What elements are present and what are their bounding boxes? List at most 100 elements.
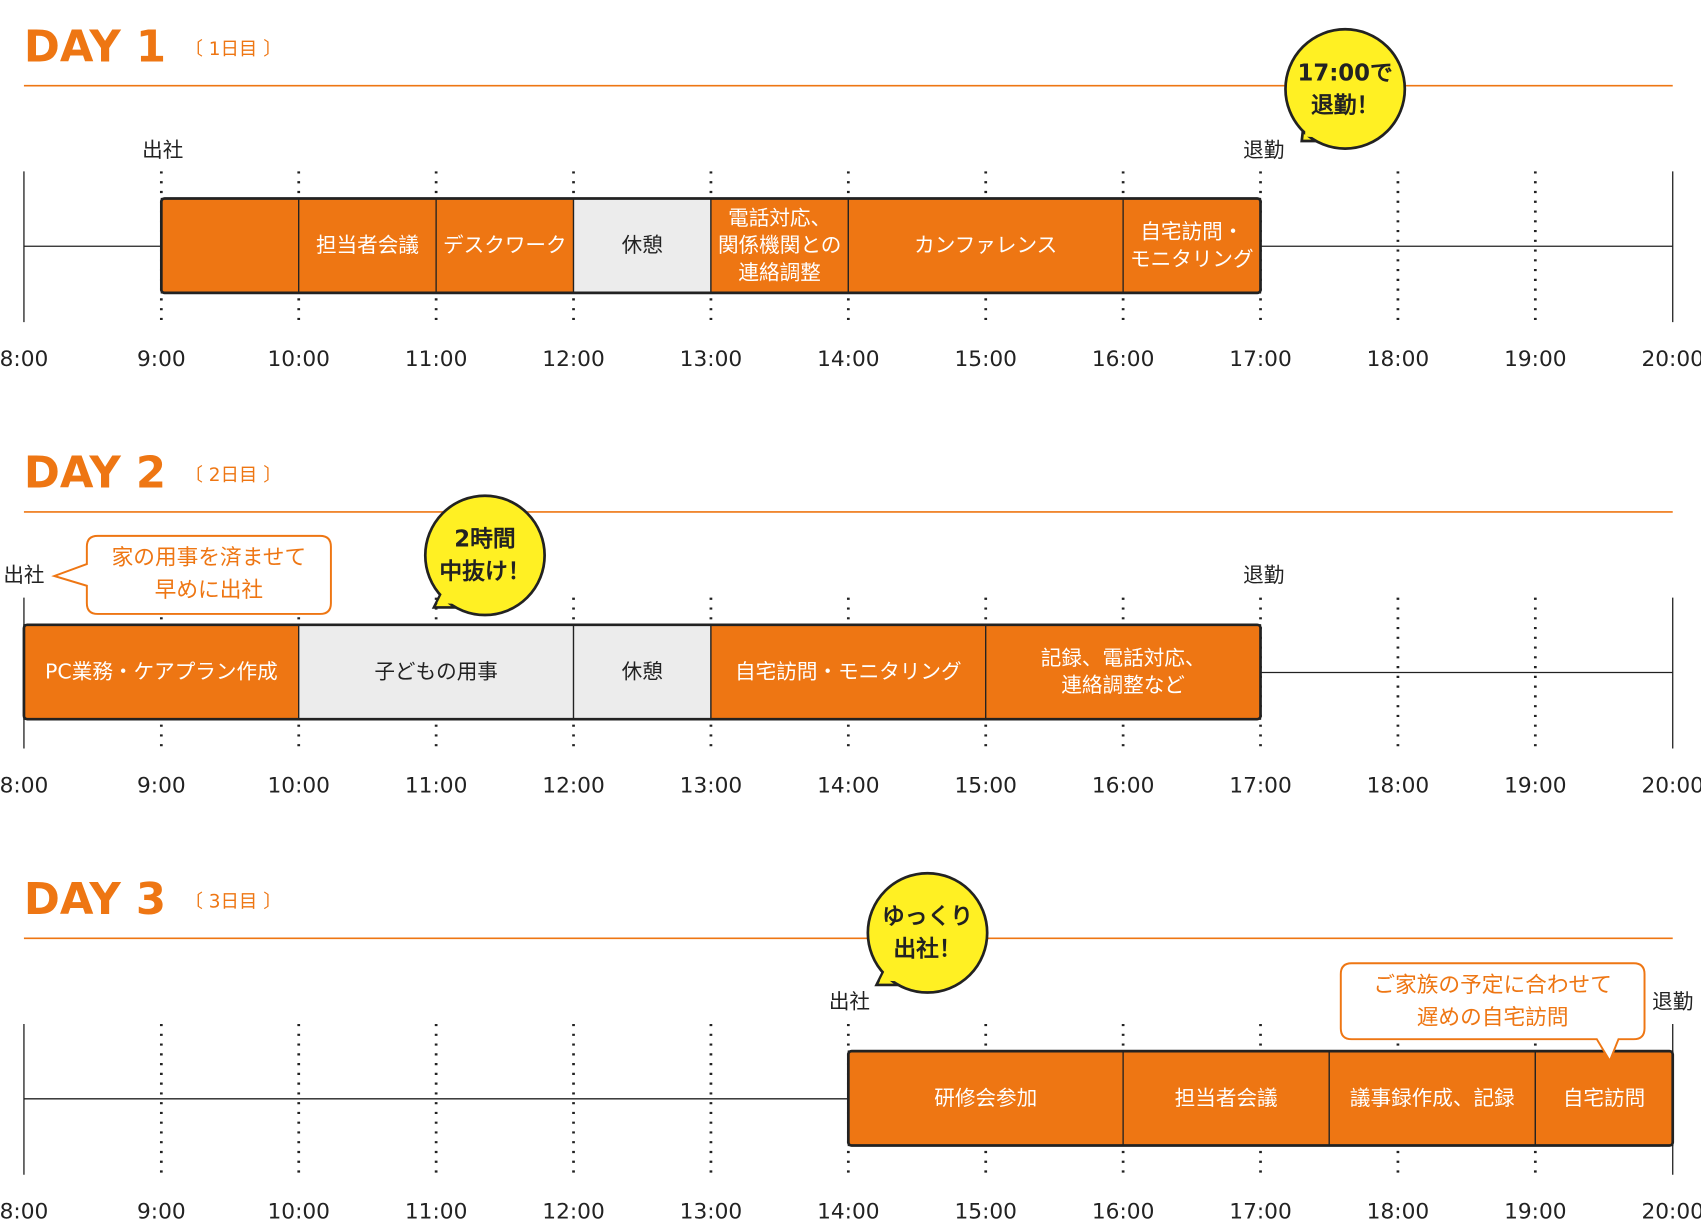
schedule-block	[985, 624, 1262, 720]
day-subtitle: 〔 3日目 〕	[184, 891, 281, 912]
bubble-text: 2時間	[454, 527, 515, 553]
block-label: デスクワーク	[443, 233, 567, 257]
time-label: 18:00	[1367, 773, 1430, 798]
time-label: 18:00	[1367, 1200, 1430, 1225]
block-label: 記録、電話対応、	[1041, 646, 1206, 670]
time-label: 14:00	[817, 347, 880, 372]
bubble-tail-fill	[437, 585, 468, 605]
bubble-tail-fill	[1305, 119, 1328, 138]
time-label: 9:00	[137, 1200, 186, 1225]
time-label: 15:00	[954, 347, 1017, 372]
time-label: 14:00	[817, 1200, 880, 1225]
leave-label: 退勤	[1243, 138, 1284, 162]
time-label: 12:00	[542, 1200, 605, 1225]
time-label: 10:00	[267, 773, 330, 798]
time-label: 13:00	[680, 773, 743, 798]
block-label: 子どもの用事	[374, 660, 498, 684]
block-label: 議事録作成、記録	[1350, 1086, 1515, 1110]
time-label: 12:00	[542, 347, 605, 372]
time-label: 9:00	[137, 347, 186, 372]
schedule-block	[847, 197, 1124, 294]
callout-text: 早めに出社	[155, 578, 263, 603]
schedule-block	[1328, 1050, 1536, 1147]
schedule-block	[298, 197, 437, 294]
block-label: 研修会参加	[934, 1086, 1037, 1110]
time-label: 19:00	[1504, 347, 1567, 372]
arrive-label: 出社	[142, 138, 183, 162]
time-label: 19:00	[1504, 773, 1567, 798]
block-label: 連絡調整	[738, 260, 820, 284]
block-outline	[159, 197, 1262, 295]
leave-label: 退勤	[1243, 563, 1284, 587]
time-label: 8:00	[0, 773, 48, 798]
time-label: 16:00	[1092, 1200, 1155, 1225]
time-label: 11:00	[405, 773, 468, 798]
time-label: 8:00	[0, 347, 48, 372]
time-label: 10:00	[267, 347, 330, 372]
schedule-block	[1122, 197, 1262, 294]
time-label: 10:00	[267, 1200, 330, 1225]
time-label: 20:00	[1641, 1200, 1701, 1225]
block-label: 担当者会議	[316, 233, 419, 257]
schedule-block	[160, 197, 300, 294]
bubble-text: 退勤！	[1311, 93, 1379, 119]
bubble-text: ゆっくり	[882, 904, 973, 930]
bubble-text: 出社！	[893, 936, 961, 963]
leave-label: 退勤	[1652, 989, 1693, 1013]
day-title: DAY 2	[24, 449, 166, 499]
schedule-block	[572, 197, 712, 294]
day-subtitle: 〔 1日目 〕	[184, 39, 281, 60]
time-label: 13:00	[680, 1200, 743, 1225]
bubble-tail-fill	[879, 963, 911, 982]
arrive-label: 出社	[829, 989, 870, 1013]
day-subtitle: 〔 2日目 〕	[184, 465, 281, 486]
block-label: モニタリング	[1130, 247, 1254, 271]
bubble	[866, 871, 989, 994]
time-label: 17:00	[1229, 773, 1292, 798]
block-label: 自宅訪問・	[1140, 220, 1243, 244]
schedule-block	[298, 624, 575, 720]
day-title: DAY 3	[24, 875, 166, 925]
time-label: 12:00	[542, 773, 605, 798]
block-outline	[846, 1049, 1675, 1147]
block-outline	[22, 623, 1262, 721]
schedule-block	[710, 197, 849, 294]
block-label: 自宅訪問	[1563, 1086, 1645, 1110]
time-label: 14:00	[817, 773, 880, 798]
schedule-block	[710, 624, 987, 720]
block-label: 担当者会議	[1175, 1086, 1278, 1110]
time-label: 16:00	[1092, 347, 1155, 372]
time-label: 15:00	[954, 1200, 1017, 1225]
block-label: 連絡調整など	[1061, 673, 1185, 697]
callout-box	[1339, 962, 1646, 1064]
block-label: 電話対応、	[728, 206, 831, 230]
callout-text: 家の用事を済ませて	[112, 546, 307, 571]
callout-text: ご家族の予定に合わせて	[1373, 973, 1612, 998]
block-label: カンファレンス	[914, 233, 1057, 257]
bubble-text: 17:00で	[1298, 60, 1393, 86]
day-title: DAY 1	[24, 22, 166, 72]
time-label: 20:00	[1641, 773, 1701, 798]
time-label: 16:00	[1092, 773, 1155, 798]
arrive-label: 出社	[3, 563, 44, 587]
bubble	[423, 494, 546, 617]
time-label: 15:00	[954, 773, 1017, 798]
callout-box	[51, 534, 332, 615]
time-label: 19:00	[1504, 1200, 1567, 1225]
callout-text: 遅めの自宅訪問	[1417, 1006, 1569, 1031]
time-label: 17:00	[1229, 347, 1292, 372]
time-label: 18:00	[1367, 347, 1430, 372]
bubble	[1284, 27, 1407, 150]
time-label: 20:00	[1641, 347, 1701, 372]
block-label: 関係機関との	[718, 233, 841, 257]
bubble-text: 中抜け！	[439, 558, 530, 585]
block-label: 自宅訪問・モニタリング	[735, 660, 962, 684]
time-label: 9:00	[137, 773, 186, 798]
time-label: 8:00	[0, 1200, 48, 1225]
time-label: 11:00	[405, 1200, 468, 1225]
time-label: 11:00	[405, 347, 468, 372]
time-label: 17:00	[1229, 1200, 1292, 1225]
block-label: 休憩	[622, 660, 663, 684]
